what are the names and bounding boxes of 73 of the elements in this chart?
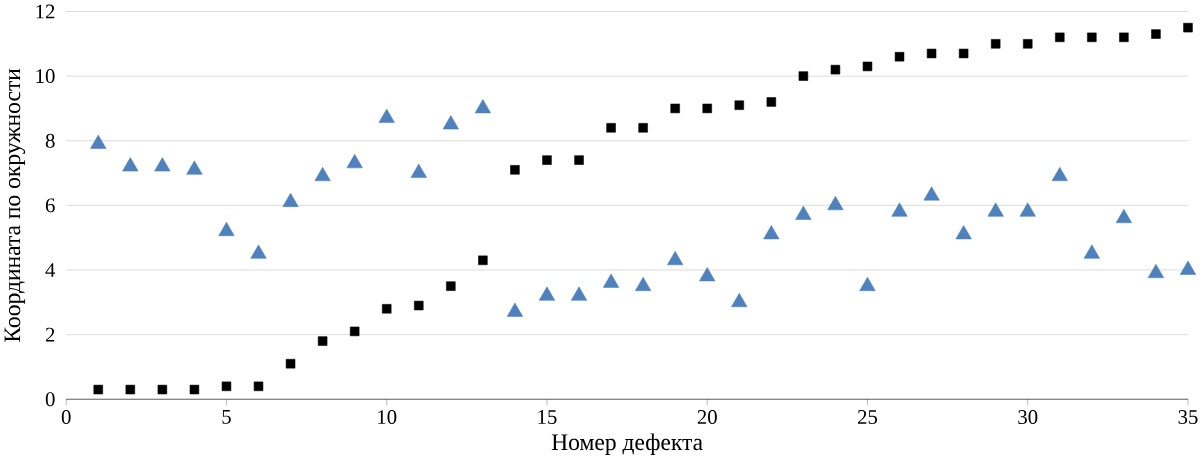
- point: [1147, 264, 1165, 279]
- point: [606, 123, 616, 133]
- x-tick-label: 30: [1018, 410, 1038, 425]
- point: [766, 97, 777, 107]
- point: [702, 103, 712, 114]
- y-axis-title: Координата по окружности: [4, 68, 26, 343]
- point: [506, 302, 523, 318]
- point: [218, 222, 235, 237]
- point: [763, 225, 780, 240]
- point: [510, 165, 520, 175]
- y-tick-label: 6: [45, 198, 55, 213]
- y-tick-label: 4: [45, 263, 56, 278]
- point: [186, 160, 203, 175]
- point: [894, 52, 905, 62]
- point: [891, 202, 908, 217]
- point: [667, 251, 684, 266]
- point: [734, 100, 744, 111]
- point: [410, 163, 427, 179]
- y-tick-label: 10: [36, 69, 55, 84]
- point: [795, 206, 812, 221]
- point: [955, 225, 972, 240]
- point: [574, 155, 584, 166]
- point: [859, 277, 876, 292]
- point: [250, 244, 267, 259]
- x-tick-label: 0: [61, 410, 71, 425]
- point: [1083, 244, 1100, 259]
- point: [827, 196, 844, 211]
- x-tick-label: 5: [222, 410, 231, 425]
- point: [862, 61, 873, 72]
- point: [314, 167, 331, 182]
- point: [442, 115, 459, 130]
- point: [923, 186, 940, 201]
- point: [1119, 32, 1129, 43]
- x-tick-label: 35: [1178, 410, 1198, 425]
- point: [154, 157, 171, 172]
- point: [635, 277, 652, 292]
- x-tick-label: 10: [378, 410, 397, 425]
- point: [282, 193, 299, 208]
- point: [122, 157, 139, 172]
- point: [987, 202, 1004, 217]
- point: [798, 71, 809, 82]
- point: [1055, 32, 1065, 43]
- y-tick-label: 2: [45, 327, 55, 342]
- x-tick-label: 20: [697, 410, 717, 425]
- point: [699, 267, 716, 282]
- point: [990, 39, 1001, 49]
- point: [1051, 167, 1068, 182]
- x-tick-label: 25: [858, 410, 878, 425]
- point: [670, 103, 680, 114]
- point: [926, 49, 937, 59]
- point: [90, 134, 107, 149]
- point: [1115, 209, 1132, 224]
- point: [638, 123, 648, 133]
- point: [603, 273, 620, 288]
- point: [830, 65, 841, 75]
- x-tick-label: 15: [538, 410, 557, 425]
- y-tick-label: 8: [45, 133, 55, 148]
- point: [1183, 23, 1193, 33]
- point: [346, 154, 363, 169]
- point: [1087, 32, 1097, 43]
- point: [731, 293, 748, 308]
- point: [1151, 29, 1161, 40]
- x-axis-title: Номер дефекта: [551, 433, 703, 456]
- point: [538, 286, 556, 301]
- point: [958, 49, 969, 59]
- y-tick-label: 0: [45, 392, 55, 407]
- point: [1023, 39, 1033, 49]
- y-tick-label: 12: [36, 4, 55, 19]
- point: [542, 155, 552, 166]
- point: [474, 99, 491, 114]
- point: [1019, 202, 1036, 217]
- point: [378, 109, 395, 124]
- point: [570, 286, 588, 301]
